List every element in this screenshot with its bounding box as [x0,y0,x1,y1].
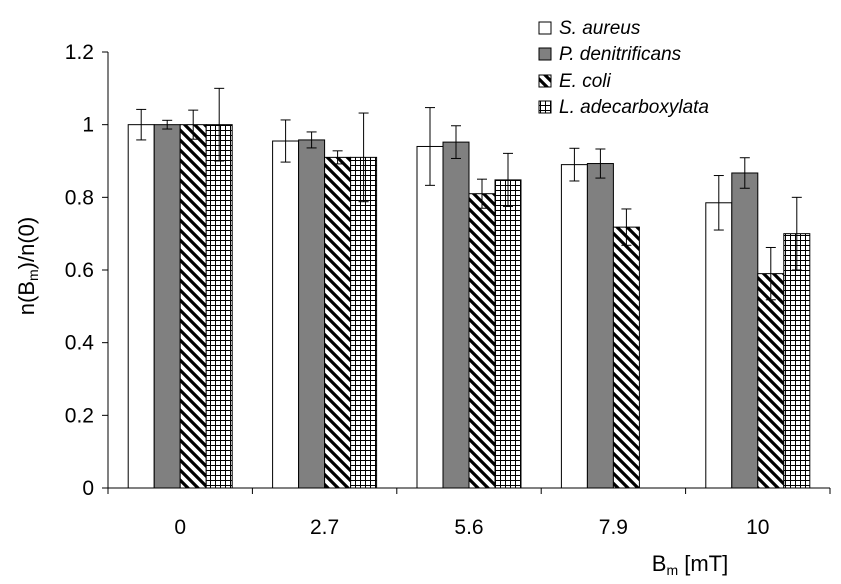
legend-label: E. coli [559,71,612,92]
bar [442,141,470,489]
legend-label: P. denitrificans [559,44,682,65]
legend-swatch-diagonal [538,74,552,88]
y-tick-label: 0.4 [65,332,95,355]
x-tick-label: 10 [746,516,769,539]
legend: S. aureus P. denitrificans E. coli L. ad… [538,18,709,118]
bar [324,156,352,489]
bar [494,179,522,489]
y-tick-label: 0 [82,477,94,500]
bar [153,124,181,489]
legend-item-e-coli: E. coli [538,71,612,92]
bar [586,163,614,489]
y-tick-label: 1 [82,114,94,137]
y-tick-label: 0.6 [65,259,94,282]
legend-swatch-gray [538,47,552,61]
x-tick-label: 0 [174,516,186,539]
legend-item-p-denitrificans: P. denitrificans [538,44,682,65]
y-axis-title: n(Bm)/n(0) [14,217,41,315]
x-axis-title: Bm [mT] [652,551,728,578]
legend-label: L. adecarboxylata [559,97,709,118]
bar [612,226,640,489]
bar [757,273,785,489]
bar [350,156,378,489]
bar [127,124,155,489]
bar [416,145,444,489]
y-tick-label: 1.2 [65,41,94,64]
y-tick-label: 0.8 [65,186,94,209]
bar [468,193,496,489]
legend-swatch-grid [538,100,552,114]
bar [783,233,811,489]
x-tick-label: 7.9 [599,516,628,539]
x-tick-label: 5.6 [454,516,483,539]
y-tick-label: 0.2 [65,404,94,427]
bar [205,124,233,489]
legend-label: S. aureus [559,18,641,39]
bar [560,164,588,489]
plot-area: 0 0.2 0.4 0.6 0.8 1 1.2 0 2.7 5.6 7.9 10 [65,41,831,539]
legend-item-l-adecarboxylata: L. adecarboxylata [538,97,709,118]
legend-item-s-aureus: S. aureus [538,18,641,39]
bar [705,202,733,489]
legend-swatch-white [538,21,552,35]
bar [731,172,759,489]
bar [179,124,207,489]
bar [298,139,326,489]
x-tick-label: 2.7 [310,516,339,539]
bar [272,140,300,489]
